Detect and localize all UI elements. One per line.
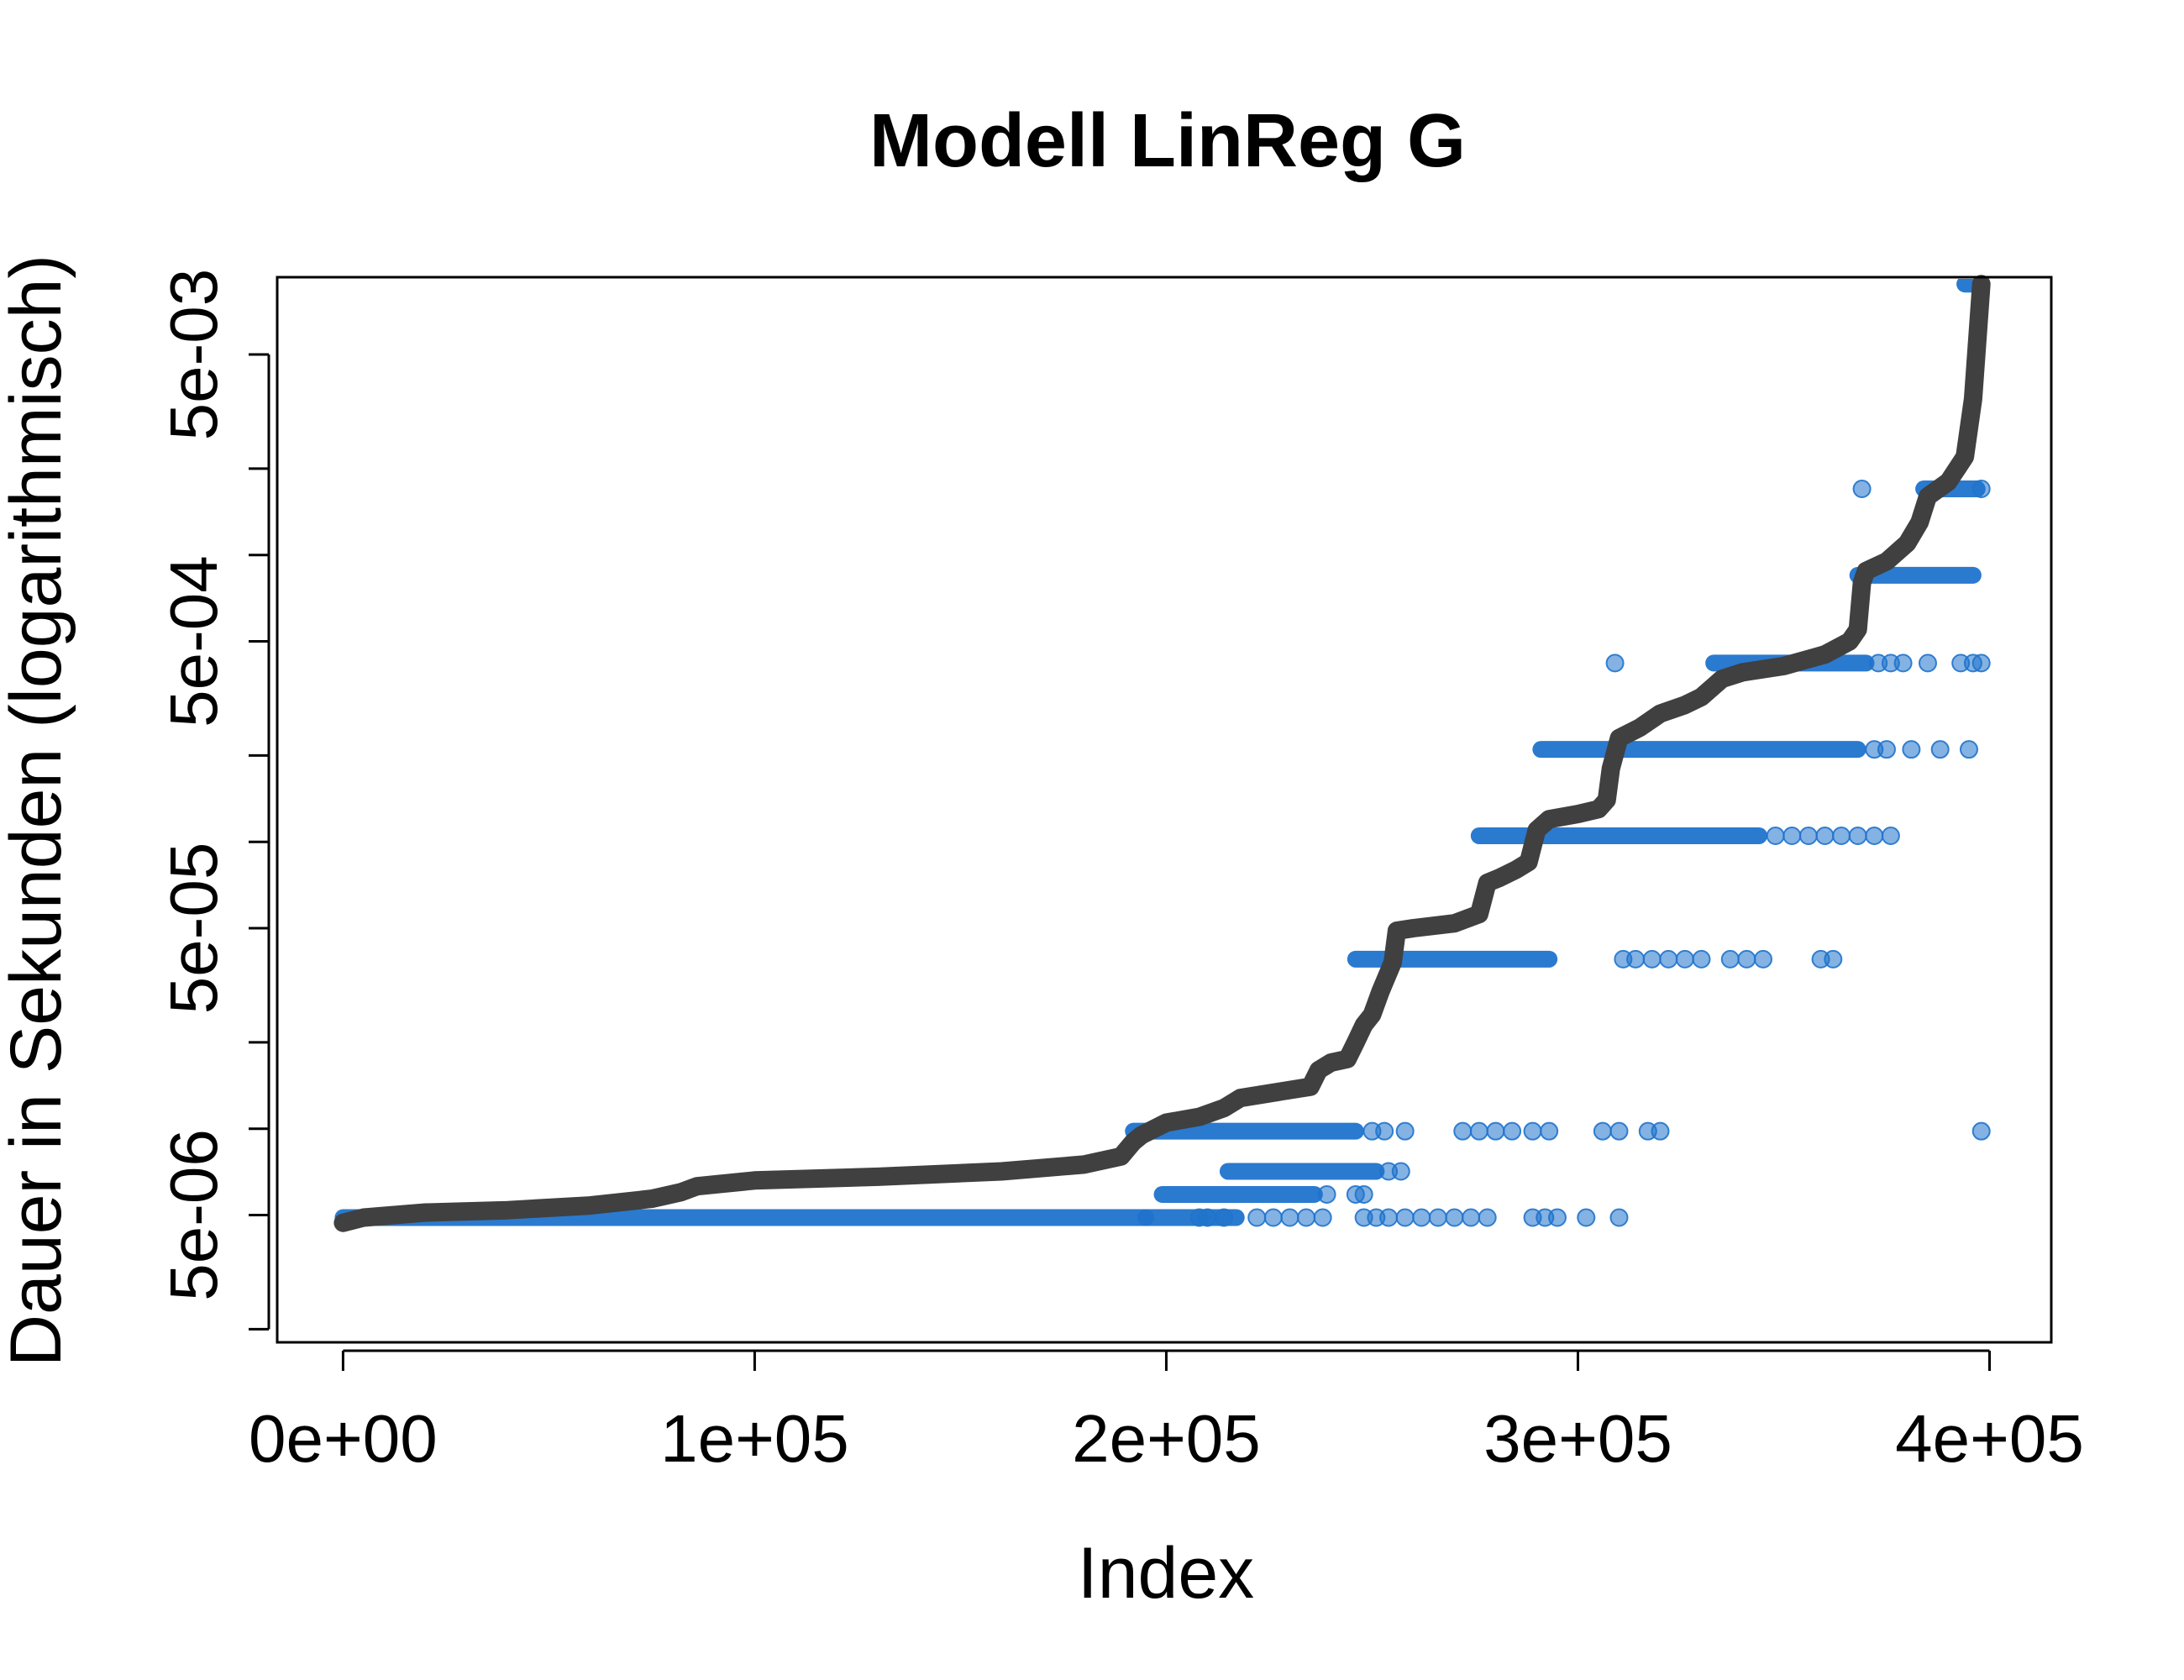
predicted-point	[1593, 1121, 1612, 1141]
predicted-point	[1313, 1208, 1332, 1227]
predicted-point-run	[1347, 950, 1558, 968]
predicted-point	[1412, 1208, 1431, 1227]
predicted-point	[1540, 1121, 1559, 1141]
predicted-point	[1782, 826, 1802, 845]
predicted-point	[1395, 1208, 1415, 1227]
predicted-point	[1893, 654, 1913, 673]
predicted-point	[1354, 1184, 1373, 1204]
x-tick-label: 4e+05	[1895, 1401, 2084, 1476]
actual-duration-line	[333, 275, 1991, 1232]
predicted-point	[1609, 1208, 1629, 1227]
predicted-point	[1428, 1208, 1447, 1227]
predicted-point	[1766, 826, 1785, 845]
predicted-point	[1453, 1121, 1473, 1141]
predicted-point	[1391, 1162, 1410, 1181]
y-axis: 5e-06 5e-05 5e-04 5e-03	[156, 269, 270, 1331]
predicted-point-run	[1532, 741, 1866, 759]
predicted-point	[1692, 949, 1711, 969]
predicted-point	[1317, 1184, 1336, 1204]
predicted-point-run	[1153, 1185, 1323, 1203]
predicted-point	[1263, 1208, 1283, 1227]
y-tick-label: 5e-04	[156, 555, 231, 727]
predicted-point	[1959, 740, 1978, 759]
predicted-point	[1215, 1208, 1234, 1227]
predicted-point	[1478, 1208, 1497, 1227]
x-tick-label: 3e+05	[1483, 1401, 1672, 1476]
points-layer	[334, 279, 1991, 1227]
x-axis-label: Index	[1078, 1533, 1254, 1614]
predicted-point	[1280, 1208, 1299, 1227]
predicted-point	[1971, 480, 1991, 499]
predicted-point	[1798, 826, 1818, 845]
predicted-point	[1503, 1121, 1522, 1141]
x-tick-label: 2e+05	[1072, 1401, 1261, 1476]
plot-frame	[276, 276, 2053, 1344]
predicted-point	[1675, 949, 1694, 969]
chart-title: Modell LinReg G	[869, 99, 1466, 183]
predicted-point	[1462, 1208, 1481, 1227]
predicted-point	[1486, 1121, 1505, 1141]
predicted-point	[1902, 740, 1921, 759]
predicted-point	[1753, 949, 1772, 969]
x-tick-label: 1e+05	[660, 1401, 849, 1476]
predicted-point	[1824, 949, 1843, 969]
predicted-point-run	[1470, 827, 1768, 844]
predicted-point	[1971, 654, 1991, 673]
y-tick-label: 5e-05	[156, 843, 231, 1015]
predicted-point	[1877, 740, 1896, 759]
predicted-point	[1848, 826, 1867, 845]
predicted-point	[1832, 826, 1851, 845]
y-axis-label: Dauer in Sekunden (logarithmisch)	[0, 255, 76, 1367]
predicted-point	[1247, 1208, 1267, 1227]
predicted-point	[1626, 949, 1646, 969]
predicted-point-run	[1219, 1163, 1385, 1180]
predicted-point	[1379, 1208, 1399, 1227]
predicted-point	[1737, 949, 1756, 969]
predicted-point	[1445, 1208, 1464, 1227]
predicted-point	[1651, 1121, 1670, 1141]
predicted-point	[1609, 1121, 1629, 1141]
predicted-point	[1523, 1121, 1542, 1141]
predicted-point	[1815, 826, 1835, 845]
predicted-point	[1395, 1121, 1415, 1141]
predicted-point	[1297, 1208, 1316, 1227]
predicted-point	[1659, 949, 1678, 969]
predicted-point	[1852, 480, 1872, 499]
predicted-point	[1469, 1121, 1488, 1141]
predicted-point	[1881, 826, 1900, 845]
x-tick-label: 0e+00	[249, 1401, 438, 1476]
predicted-point	[1865, 826, 1884, 845]
predicted-point	[1918, 654, 1937, 673]
y-tick-label: 5e-06	[156, 1129, 231, 1301]
predicted-point	[1971, 1121, 1991, 1141]
y-tick-label: 5e-03	[156, 269, 231, 441]
predicted-point	[1642, 949, 1662, 969]
predicted-point	[1198, 1208, 1217, 1227]
x-axis: 0e+00 1e+05 2e+05 3e+05 4e+05	[249, 1349, 2084, 1476]
predicted-point	[1547, 1208, 1567, 1227]
predicted-point	[1375, 1121, 1394, 1141]
predicted-point	[1720, 949, 1740, 969]
points-group	[334, 279, 1991, 1227]
predicted-point	[1930, 740, 1950, 759]
predicted-point	[1577, 1208, 1596, 1227]
predicted-point	[1605, 654, 1625, 673]
